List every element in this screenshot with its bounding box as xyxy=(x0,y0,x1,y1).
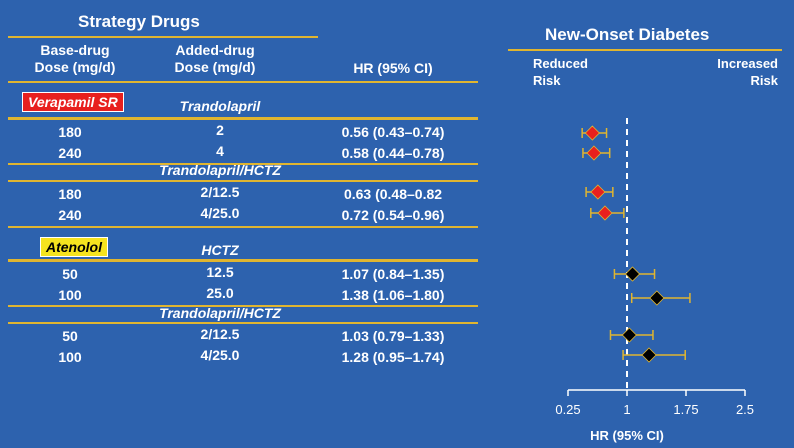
group-rule-4 xyxy=(8,322,478,324)
row-8-hr: 1.28 (0.95–1.74) xyxy=(341,349,445,365)
hr-marker xyxy=(586,145,602,161)
x-tick-label: 1 xyxy=(623,402,630,417)
row-7-added: 2/12.5 xyxy=(200,326,240,342)
row-7-hr: 1.03 (0.79–1.33) xyxy=(341,328,445,344)
header-base-line2: Dose (mg/d) xyxy=(34,59,116,75)
row-4-added: 4/25.0 xyxy=(200,205,240,221)
header-base-dose: Base-drug Dose (mg/d) xyxy=(10,42,140,76)
row-8-base: 100 xyxy=(58,349,82,365)
x-tick-label: 0.25 xyxy=(555,402,580,417)
row-3-added: 2/12.5 xyxy=(200,184,240,200)
row-2-hr: 0.58 (0.44–0.78) xyxy=(341,145,445,161)
hr-marker xyxy=(584,125,600,141)
hr-marker xyxy=(641,347,657,363)
chart-title: New-Onset Diabetes xyxy=(545,25,710,44)
header-added-dose: Added-drug Dose (mg/d) xyxy=(150,42,280,76)
x-axis-label: HR (95% CI) xyxy=(590,428,664,443)
row-6-added: 25.0 xyxy=(206,285,234,301)
subgroup-trandolapril: Trandolapril xyxy=(179,98,261,114)
x-tick-label: 1.75 xyxy=(673,402,698,417)
subgroup-trandolapril-hctz-2: Trandolapril/HCTZ xyxy=(159,305,281,321)
row-rule-3 xyxy=(8,305,478,307)
table-title: Strategy Drugs xyxy=(78,12,200,31)
row-1-added: 2 xyxy=(216,122,224,138)
header-base-line1: Base-drug xyxy=(40,42,110,58)
subgroup-hctz: HCTZ xyxy=(201,242,239,258)
increased-risk-text: Increased Risk xyxy=(717,56,778,88)
group-rule-2 xyxy=(8,180,478,182)
row-8-added: 4/25.0 xyxy=(200,347,240,363)
row-6-base: 100 xyxy=(58,287,82,303)
x-tick-label: 2.5 xyxy=(736,402,754,417)
atenolol-label: Atenolol xyxy=(40,237,108,257)
header-added-line2: Dose (mg/d) xyxy=(174,59,256,75)
hr-marker xyxy=(624,266,641,282)
hr-marker xyxy=(590,184,606,200)
header-hr: HR (95% CI) xyxy=(353,60,433,76)
increased-risk-label: Increased Risk xyxy=(698,55,778,89)
row-3-hr: 0.63 (0.48–0.82 xyxy=(343,186,443,202)
row-2-added: 4 xyxy=(216,143,224,159)
hr-marker xyxy=(649,290,665,306)
row-5-base: 50 xyxy=(62,266,78,282)
row-6-hr: 1.38 (1.06–1.80) xyxy=(341,287,445,303)
row-7-base: 50 xyxy=(62,328,78,344)
row-1-base: 180 xyxy=(58,124,82,140)
row-1-hr: 0.56 (0.43–0.74) xyxy=(341,124,445,140)
hr-marker xyxy=(621,327,637,343)
group-rule-1 xyxy=(8,117,478,120)
hr-marker xyxy=(597,205,613,221)
row-3-base: 180 xyxy=(58,186,82,202)
row-rule-2 xyxy=(8,226,478,228)
row-5-hr: 1.07 (0.84–1.35) xyxy=(341,266,445,282)
row-rule-1 xyxy=(8,163,478,165)
reduced-risk-label: Reduced Risk xyxy=(533,55,613,89)
group-rule-3 xyxy=(8,259,478,262)
title-underline xyxy=(8,36,318,38)
verapamil-label: Verapamil SR xyxy=(22,92,124,112)
row-5-added: 12.5 xyxy=(206,264,234,280)
header-underline xyxy=(8,81,478,83)
chart-title-underline xyxy=(508,49,782,51)
row-4-hr: 0.72 (0.54–0.96) xyxy=(341,207,445,223)
subgroup-trandolapril-hctz-1: Trandolapril/HCTZ xyxy=(159,162,281,178)
row-2-base: 240 xyxy=(58,145,82,161)
header-added-line1: Added-drug xyxy=(175,42,255,58)
reduced-risk-text: Reduced Risk xyxy=(533,56,588,88)
row-4-base: 240 xyxy=(58,207,82,223)
